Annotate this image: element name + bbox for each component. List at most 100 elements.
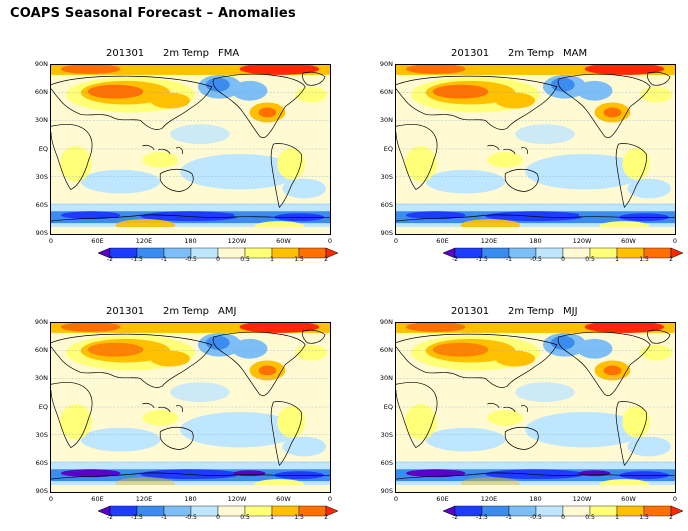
lat-label: 90N bbox=[34, 318, 48, 326]
lat-label: 90N bbox=[379, 318, 393, 326]
lon-label: 180 bbox=[184, 237, 197, 245]
lon-label: 120W bbox=[572, 495, 592, 503]
colorbar-label: -1 bbox=[161, 514, 167, 521]
lon-label: 180 bbox=[529, 237, 542, 245]
lat-label: 30S bbox=[35, 431, 48, 439]
colorbar-label: -0.5 bbox=[530, 514, 542, 521]
lon-label: 60W bbox=[621, 237, 636, 245]
lon-label: 120W bbox=[227, 495, 247, 503]
colorbar-label: 0 bbox=[216, 256, 220, 263]
colorbar-label: 0.5 bbox=[240, 514, 250, 521]
lon-label: 120E bbox=[480, 495, 498, 503]
colorbar-label: 0.5 bbox=[240, 256, 250, 263]
anomaly-map bbox=[50, 322, 331, 493]
panel-title: 201301 2m Temp FMA bbox=[28, 48, 328, 62]
colorbar-label: 1 bbox=[270, 256, 274, 263]
lat-label: 90S bbox=[35, 229, 48, 237]
lon-label: 120E bbox=[135, 237, 153, 245]
lon-label: 120E bbox=[135, 495, 153, 503]
colorbar-label: -1 bbox=[506, 256, 512, 263]
lon-label: 120E bbox=[480, 237, 498, 245]
colorbar-label: -1.5 bbox=[476, 256, 488, 263]
lat-label: 30N bbox=[379, 116, 393, 124]
colorbar-label: 1.5 bbox=[639, 514, 649, 521]
lon-label: 120W bbox=[227, 237, 247, 245]
colorbar-label: 0.5 bbox=[585, 514, 595, 521]
colorbar-label: -0.5 bbox=[185, 514, 197, 521]
colorbar bbox=[98, 247, 338, 261]
lat-label: EQ bbox=[383, 145, 393, 153]
lat-label: 60S bbox=[380, 459, 393, 467]
lon-label: 0 bbox=[672, 495, 678, 503]
colorbar-label: -1.5 bbox=[131, 256, 143, 263]
panel-season: FMA bbox=[218, 48, 240, 59]
colorbar-label: 1.5 bbox=[639, 256, 649, 263]
lon-label: 60E bbox=[91, 495, 104, 503]
panel-date: 201301 bbox=[451, 306, 490, 317]
lat-label: 30N bbox=[34, 374, 48, 382]
lon-label: 180 bbox=[529, 495, 542, 503]
panel-date: 201301 bbox=[451, 48, 490, 59]
colorbar-label: 2 bbox=[324, 514, 328, 521]
anomaly-map bbox=[50, 64, 331, 235]
colorbar-label: -1.5 bbox=[476, 514, 488, 521]
lon-label: 60W bbox=[276, 237, 291, 245]
colorbar-label: -1.5 bbox=[131, 514, 143, 521]
panel-title: 201301 2m Temp AMJ bbox=[28, 306, 328, 320]
panel-variable: 2m Temp bbox=[163, 48, 209, 59]
lon-label: 0 bbox=[672, 237, 678, 245]
colorbar-label: 1.5 bbox=[294, 514, 304, 521]
lon-label: 60W bbox=[276, 495, 291, 503]
lon-label: 0 bbox=[393, 495, 399, 503]
lat-label: 30S bbox=[380, 173, 393, 181]
lon-label: 120W bbox=[572, 237, 592, 245]
forecast-panel-amj: 201301 2m Temp AMJ 90N 60N 30N EQ 30S 60S 90S 0 60E… bbox=[28, 306, 338, 521]
panel-variable: 2m Temp bbox=[163, 306, 209, 317]
colorbar-label: -2 bbox=[452, 514, 458, 521]
lon-label: 180 bbox=[184, 495, 197, 503]
colorbar-label: -0.5 bbox=[530, 256, 542, 263]
colorbar-label: -1 bbox=[161, 256, 167, 263]
lat-label: 60S bbox=[35, 201, 48, 209]
lat-label: 60S bbox=[380, 201, 393, 209]
lat-label: 30N bbox=[34, 116, 48, 124]
lon-label: 0 bbox=[327, 495, 333, 503]
lat-label: EQ bbox=[38, 403, 48, 411]
lon-label: 0 bbox=[48, 237, 54, 245]
colorbar-label: 0.5 bbox=[585, 256, 595, 263]
lon-label: 60E bbox=[436, 495, 449, 503]
panel-season: MJJ bbox=[563, 306, 578, 317]
lat-label: 60N bbox=[379, 88, 393, 96]
panel-variable: 2m Temp bbox=[508, 306, 554, 317]
colorbar-label: 2 bbox=[324, 256, 328, 263]
colorbar-label: 0 bbox=[216, 514, 220, 521]
colorbar-label: 2 bbox=[669, 256, 673, 263]
colorbar-label: 1.5 bbox=[294, 256, 304, 263]
lat-label: 90S bbox=[380, 229, 393, 237]
colorbar-label: 0 bbox=[561, 256, 565, 263]
lat-label: 60N bbox=[34, 346, 48, 354]
colorbar bbox=[443, 505, 683, 519]
forecast-panel-fma: 201301 2m Temp FMA 90N 60N 30N EQ 30S 60S 90S 0 60E… bbox=[28, 48, 338, 263]
forecast-panel-mam: 201301 2m Temp MAM 90N 60N 30N EQ 30S 60S 90S 0 60E… bbox=[373, 48, 683, 263]
anomaly-map bbox=[395, 322, 676, 493]
lat-label: EQ bbox=[38, 145, 48, 153]
lat-label: 30S bbox=[380, 431, 393, 439]
lat-label: 90N bbox=[34, 60, 48, 68]
panel-season: AMJ bbox=[218, 306, 237, 317]
page-title: COAPS Seasonal Forecast – Anomalies bbox=[10, 6, 296, 21]
panel-date: 201301 bbox=[106, 48, 145, 59]
colorbar-label: 1 bbox=[270, 514, 274, 521]
panel-title: 201301 2m Temp MAM bbox=[373, 48, 673, 62]
lat-label: 60N bbox=[379, 346, 393, 354]
colorbar bbox=[98, 505, 338, 519]
lon-label: 60E bbox=[436, 237, 449, 245]
panel-title: 201301 2m Temp MJJ bbox=[373, 306, 673, 320]
colorbar bbox=[443, 247, 683, 261]
lon-label: 0 bbox=[393, 237, 399, 245]
panel-season: MAM bbox=[563, 48, 588, 59]
lat-label: 60N bbox=[34, 88, 48, 96]
lon-label: 0 bbox=[48, 495, 54, 503]
colorbar-label: -0.5 bbox=[185, 256, 197, 263]
colorbar-label: -2 bbox=[107, 514, 113, 521]
